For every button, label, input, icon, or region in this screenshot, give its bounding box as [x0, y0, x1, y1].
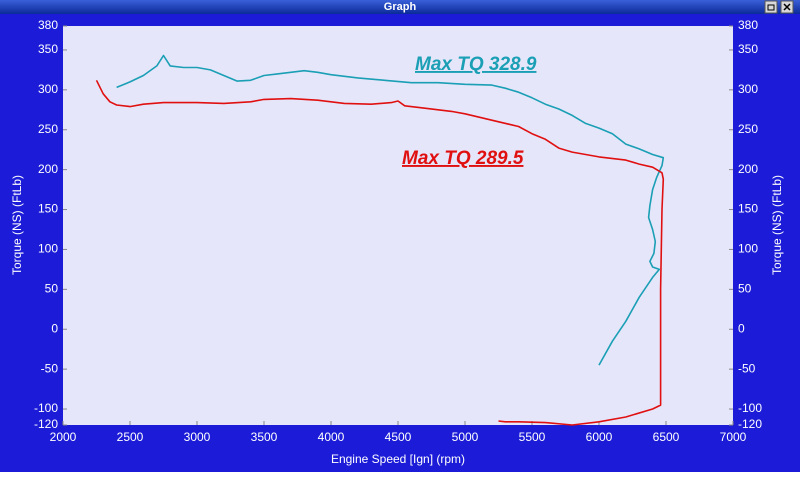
y-axis-label: Torque (NS) (FtLb) — [10, 175, 24, 275]
y-tick-label: -50 — [41, 361, 59, 375]
x-tick-label: 2500 — [117, 430, 144, 444]
y2-tick-label: 150 — [738, 202, 758, 216]
window-title: Graph — [384, 1, 417, 13]
restore-button[interactable] — [764, 0, 778, 14]
x-tick-label: 5000 — [452, 430, 479, 444]
y2-tick-label: 350 — [738, 42, 758, 56]
x-tick-label: 5500 — [519, 430, 546, 444]
y2-tick-label: 300 — [738, 82, 758, 96]
x-tick-label: 2000 — [50, 430, 77, 444]
y-tick-label: 250 — [38, 122, 58, 136]
y2-tick-label: 0 — [738, 321, 745, 335]
y-tick-label: 200 — [38, 162, 58, 176]
y2-tick-label: 380 — [738, 18, 758, 32]
y2-tick-label: -120 — [738, 417, 762, 431]
plot-area — [63, 26, 733, 425]
y-tick-label: 300 — [38, 82, 58, 96]
max-annotation: Max TQ 289.5 — [402, 148, 524, 169]
y-tick-label: 380 — [38, 18, 58, 32]
x-tick-label: 4000 — [318, 430, 345, 444]
x-tick-label: 3000 — [184, 430, 211, 444]
y2-tick-label: 200 — [738, 162, 758, 176]
y-tick-label: 100 — [38, 242, 58, 256]
y-tick-label: -120 — [34, 417, 58, 431]
restore-icon — [767, 4, 775, 11]
y2-tick-label: 250 — [738, 122, 758, 136]
y-tick-label: 0 — [51, 321, 58, 335]
y2-tick-label: -100 — [738, 401, 762, 415]
close-icon — [783, 3, 791, 11]
y2-axis-label: Torque (NS) (FtLb) — [770, 175, 784, 275]
y-tick-label: 150 — [38, 202, 58, 216]
x-tick-label: 6000 — [586, 430, 613, 444]
x-tick-label: 6500 — [653, 430, 680, 444]
x-axis-label: Engine Speed [Ign] (rpm) — [331, 452, 465, 466]
x-tick-label: 4500 — [385, 430, 412, 444]
y2-tick-label: -50 — [738, 361, 756, 375]
torque-line — [95, 79, 665, 426]
y2-tick-label: 100 — [738, 242, 758, 256]
x-tick-label: 7000 — [720, 430, 747, 444]
y-tick-label: 50 — [45, 282, 59, 296]
y2-tick-label: 50 — [738, 282, 752, 296]
x-tick-label: 3500 — [251, 430, 278, 444]
title-bar — [0, 0, 800, 14]
torque-line — [116, 54, 665, 366]
y-tick-label: 350 — [38, 42, 58, 56]
max-annotation: Max TQ 328.9 — [415, 54, 537, 75]
y-tick-label: -100 — [34, 401, 58, 415]
